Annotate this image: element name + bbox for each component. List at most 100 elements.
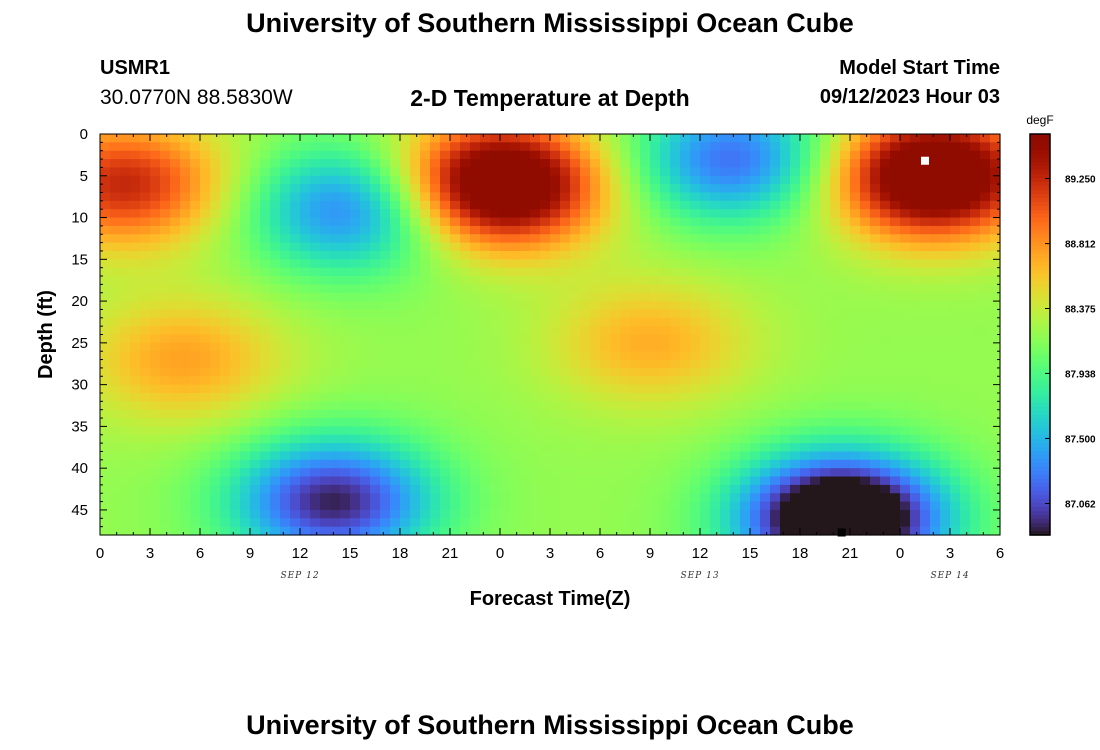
heatmap-cell xyxy=(480,192,491,202)
heatmap-cell xyxy=(820,509,831,519)
heatmap-cell xyxy=(680,250,691,260)
heatmap-cell xyxy=(520,159,531,169)
colorbar-segment xyxy=(1030,462,1050,468)
heatmap-cell xyxy=(980,309,991,319)
heatmap-cell xyxy=(600,267,611,277)
heatmap-cell xyxy=(990,242,1001,252)
heatmap-cell xyxy=(550,276,561,285)
heatmap-cell xyxy=(210,309,221,319)
heatmap-cell xyxy=(720,476,731,486)
heatmap-cell xyxy=(980,342,991,352)
heatmap-cell xyxy=(590,242,601,252)
heatmap-cell xyxy=(660,184,671,194)
heatmap-cell xyxy=(540,292,551,302)
heatmap-cell xyxy=(180,150,191,160)
heatmap-cell xyxy=(170,326,181,336)
heatmap-cell xyxy=(370,309,381,319)
heatmap-cell xyxy=(400,159,411,169)
heatmap-cell xyxy=(820,242,831,252)
heatmap-cell xyxy=(900,150,911,160)
heatmap-cell xyxy=(260,326,271,336)
heatmap-cell xyxy=(510,150,521,160)
heatmap-cell xyxy=(270,384,281,394)
heatmap-cell xyxy=(600,359,611,369)
heatmap-cell xyxy=(780,175,791,185)
heatmap-cell xyxy=(250,200,261,210)
heatmap-cell xyxy=(720,309,731,319)
heatmap-cell xyxy=(660,392,671,402)
heatmap-cell xyxy=(760,250,771,260)
heatmap-cell xyxy=(650,242,661,252)
heatmap-cell xyxy=(990,292,1001,302)
heatmap-cell xyxy=(580,234,591,244)
heatmap-cell xyxy=(240,217,251,227)
heatmap-cell xyxy=(310,284,321,294)
heatmap-cell xyxy=(930,317,941,327)
heatmap-cell xyxy=(690,326,701,336)
heatmap-cell xyxy=(880,443,891,453)
heatmap-cell xyxy=(570,200,581,210)
heatmap-cell xyxy=(670,451,681,461)
heatmap-cell xyxy=(210,250,221,260)
heatmap-cell xyxy=(810,351,821,361)
heatmap-cell xyxy=(600,526,611,536)
heatmap-cell xyxy=(330,259,341,269)
heatmap-cell xyxy=(470,401,481,411)
heatmap-cell xyxy=(830,392,841,402)
heatmap-cell xyxy=(900,134,911,143)
heatmap-cell xyxy=(320,418,331,427)
heatmap-cell xyxy=(500,334,511,344)
heatmap-cell xyxy=(350,209,361,219)
heatmap-cell xyxy=(320,317,331,327)
heatmap-cell xyxy=(150,309,161,319)
heatmap-cell xyxy=(340,292,351,302)
heatmap-cell xyxy=(640,459,651,469)
heatmap-cell xyxy=(770,409,781,419)
heatmap-cell xyxy=(690,242,701,252)
heatmap-cell xyxy=(140,509,151,519)
heatmap-cell xyxy=(280,509,291,519)
heatmap-cell xyxy=(500,250,511,260)
heatmap-cell xyxy=(270,367,281,377)
heatmap-cell xyxy=(650,376,661,386)
heatmap-cell xyxy=(290,150,301,160)
heatmap-cell xyxy=(180,359,191,369)
heatmap-cell xyxy=(410,217,421,227)
heatmap-cell xyxy=(560,200,571,210)
heatmap-cell xyxy=(960,468,971,478)
heatmap-cell xyxy=(850,459,861,469)
heatmap-cell xyxy=(130,225,141,235)
heatmap-cell xyxy=(920,518,931,528)
heatmap-cell xyxy=(600,167,611,177)
heatmap-cell xyxy=(250,367,261,377)
heatmap-cell xyxy=(410,409,421,419)
heatmap-cell xyxy=(440,367,451,377)
heatmap-cell xyxy=(300,217,311,227)
heatmap-cell xyxy=(590,384,601,394)
heatmap-cell xyxy=(890,493,901,503)
heatmap-cell xyxy=(700,359,711,369)
heatmap-cell xyxy=(780,234,791,244)
heatmap-cell xyxy=(350,526,361,536)
heatmap-cell xyxy=(940,476,951,486)
heatmap-cell xyxy=(610,175,621,185)
heatmap-cell xyxy=(880,134,891,143)
heatmap-cell xyxy=(810,334,821,344)
heatmap-cell xyxy=(280,359,291,369)
heatmap-cell xyxy=(890,276,901,285)
heatmap-cell xyxy=(590,359,601,369)
heatmap-cell xyxy=(260,317,271,327)
heatmap-cell xyxy=(830,142,841,152)
heatmap-cell xyxy=(350,351,361,361)
heatmap-cell xyxy=(840,484,851,494)
heatmap-cell xyxy=(210,434,221,444)
heatmap-cell xyxy=(780,242,791,252)
heatmap-cell xyxy=(480,292,491,302)
heatmap-cell xyxy=(110,192,121,202)
colorbar-segment xyxy=(1030,490,1050,496)
heatmap-cell xyxy=(530,459,541,469)
heatmap-cell xyxy=(520,418,531,427)
heatmap-cell xyxy=(890,200,901,210)
heatmap-cell xyxy=(340,392,351,402)
heatmap-cell xyxy=(920,142,931,152)
